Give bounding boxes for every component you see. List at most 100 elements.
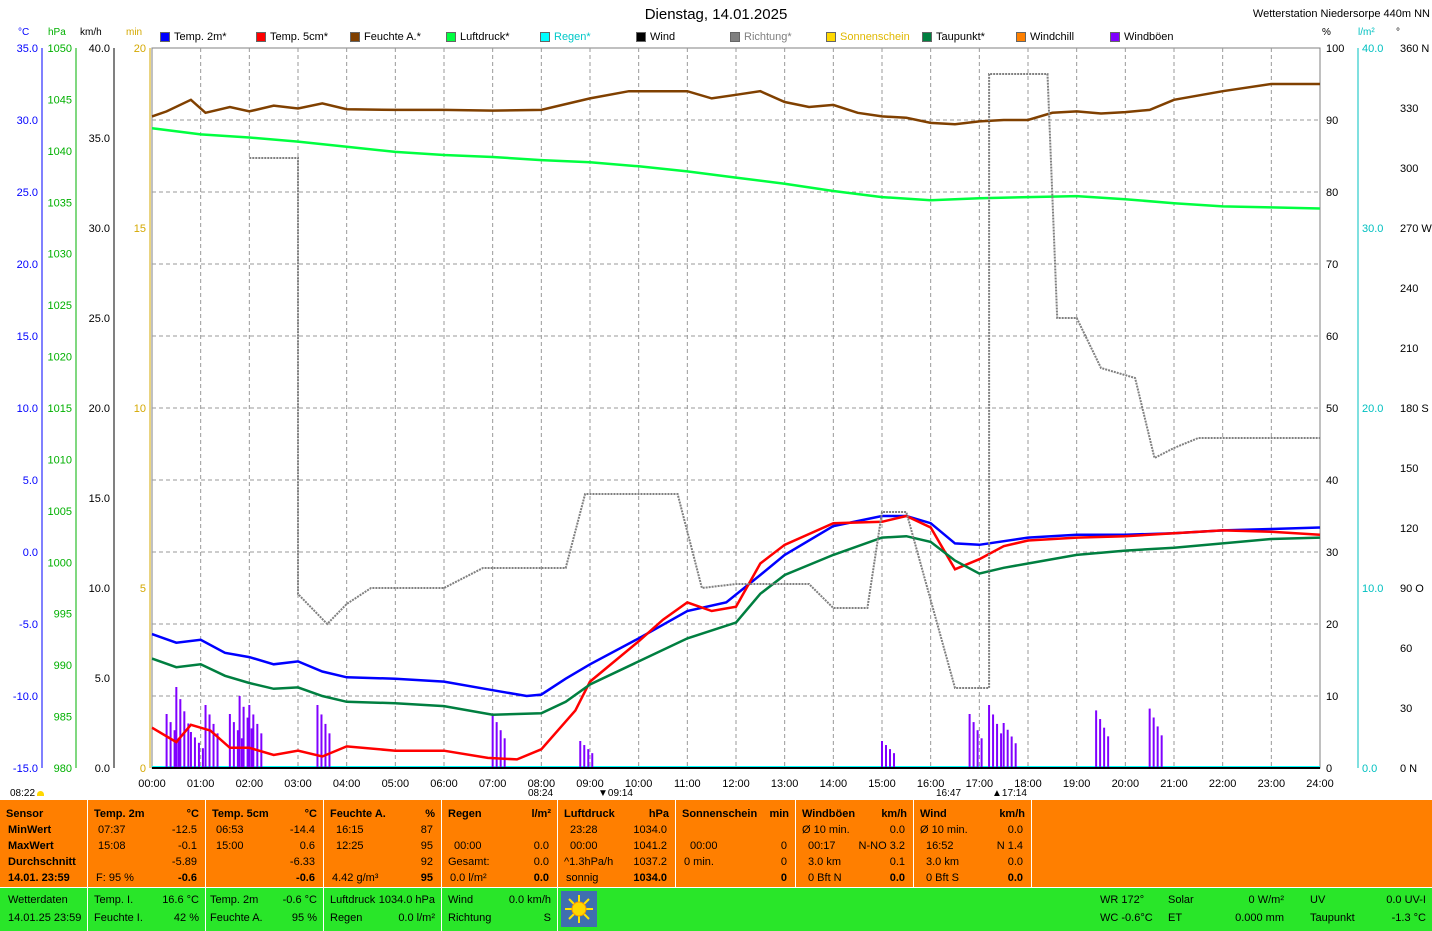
tick-direction: 180 S: [1400, 403, 1429, 415]
tick-x: 02:00: [236, 778, 264, 790]
luftdruck-cur: 1034.0: [633, 872, 667, 884]
tick-pressure: 1050: [48, 43, 72, 55]
sunrise-label: 08:22: [10, 788, 45, 799]
tick-pressure: 995: [54, 609, 72, 621]
regen-total: 0.0: [533, 856, 549, 868]
legend-swatch: [922, 32, 932, 42]
feuchte-i: 42 %: [173, 912, 199, 924]
temp5cm-avg: -6.33: [289, 856, 315, 868]
uv: 0.0 UV-I: [1386, 894, 1426, 906]
stats-sensor: Sensor MinWert MaxWert Durchschnitt 14.0…: [0, 800, 88, 887]
legend-item-6: Richtung*: [730, 31, 792, 43]
tick-x: 05:00: [382, 778, 410, 790]
tick-humidity: 50: [1326, 403, 1338, 415]
feuchte-unit: %: [425, 808, 435, 820]
luftdruck-trend: ^1.3hPa/h: [564, 856, 614, 868]
tick-temp: 20.0: [17, 259, 38, 271]
temp5cm-unit: °C: [304, 808, 317, 820]
feuchte-min-time: 16:15: [336, 824, 364, 836]
regen-head: Regen: [448, 808, 482, 820]
temp-i: 16.6 °C: [162, 894, 199, 906]
luftdruck-state: sonnig: [566, 872, 599, 884]
richtung: S: [543, 912, 551, 924]
unit-percent: %: [1322, 27, 1331, 38]
tick-sun: 0: [140, 763, 146, 775]
tick-x: 13:00: [771, 778, 799, 790]
series-temp5cm: [151, 514, 1321, 761]
stats-sonne: Sonnenschein min 00:00 0 0 min. 0 0: [676, 800, 796, 887]
luftdruck-min: 1034.0: [633, 824, 667, 836]
legend-swatch: [1110, 32, 1120, 42]
wind-max-time: 16:52: [926, 840, 954, 852]
tick-humidity: 40: [1326, 475, 1338, 487]
legend-item-0: Temp. 2m*: [160, 31, 227, 43]
legend-label: Temp. 5cm*: [270, 31, 329, 43]
stats-panel: Sensor MinWert MaxWert Durchschnitt 14.0…: [0, 800, 1432, 887]
tick-rain: 0.0: [1362, 763, 1377, 775]
legend-item-3: Luftdruck*: [446, 31, 510, 43]
stats-boeen: Windböen km/h Ø 10 min. 0.0 00:17 N-NO 3.2 …: [796, 800, 914, 887]
luftdruck-avg: 1037.2: [633, 856, 667, 868]
series-temp2m: [151, 514, 1321, 698]
tick-x: 01:00: [187, 778, 215, 790]
taupunkt-label: Taupunkt: [1310, 912, 1355, 924]
tick-pressure: 1025: [48, 300, 72, 312]
tick-sun: 5: [140, 583, 146, 595]
feuchte-a: 95 %: [291, 912, 317, 924]
tick-direction: 120: [1400, 523, 1418, 535]
solar: 0 W/m²: [1248, 894, 1284, 906]
legend-item-9: Windchill: [1016, 31, 1074, 43]
feuchte-max: 95: [420, 840, 433, 852]
boeen-bft: 0 Bft N: [808, 872, 842, 884]
regen-max-time: 00:00: [454, 840, 482, 852]
tick-pressure: 985: [54, 712, 72, 724]
legend-item-4: Regen*: [540, 31, 591, 43]
tick-temp: 35.0: [17, 43, 38, 55]
sonne-max: 0: [780, 840, 787, 852]
tick-x: 20:00: [1112, 778, 1140, 790]
tick-rain: 40.0: [1362, 43, 1383, 55]
sun-noon-label: 08:24: [528, 788, 554, 799]
temp2m-min-time: 07:37: [98, 824, 126, 836]
temp5cm-max-time: 15:00: [216, 840, 244, 852]
tick-rain: 20.0: [1362, 403, 1383, 415]
bottom-outside: Temp. 2m -0.6 °C Feuchte A. 95 %: [206, 888, 324, 931]
luftdruck: 1034.0 hPa: [378, 894, 435, 906]
tick-humidity: 0: [1326, 763, 1332, 775]
tick-sun: 20: [134, 43, 146, 55]
chart-legend: Temp. 2m* Temp. 5cm* Feuchte A.* Luftdruck*…: [0, 31, 1432, 45]
sun-day-label: ▼09:14: [598, 788, 633, 799]
boeen-head: Windböen: [802, 808, 856, 820]
tick-pressure: 1045: [48, 94, 72, 106]
unit-deg: °: [1396, 27, 1400, 38]
unit-min: min: [126, 27, 143, 38]
luftdruck-head: Luftdruck: [564, 808, 615, 820]
feuchte-avg: 92: [420, 856, 433, 868]
regen: 0.0 l/m²: [398, 912, 435, 924]
tick-temp: -10.0: [13, 691, 38, 703]
tick-temp: 30.0: [17, 115, 38, 127]
temp2m-unit: °C: [186, 808, 199, 820]
legend-label: Feuchte A.*: [364, 31, 421, 43]
station-name: Wetterstation Niedersorpe 440m NN: [1252, 8, 1430, 20]
tick-humidity: 10: [1326, 691, 1338, 703]
sensor-row-avg: Durchschnitt: [8, 856, 76, 868]
legend-item-5: Wind: [636, 31, 675, 43]
regen-rate: 0.0 l/m²: [450, 872, 487, 884]
chart-title: Dienstag, 14.01.2025: [644, 6, 788, 23]
et-label: ET: [1168, 912, 1183, 924]
temp5cm-min: -14.4: [289, 824, 315, 836]
tick-wind: 0.0: [95, 763, 110, 775]
luftdruck-unit: hPa: [648, 808, 669, 820]
legend-label: Regen*: [554, 31, 591, 43]
unit-lm2: l/m²: [1358, 27, 1375, 38]
sonne-unit: min: [769, 808, 789, 820]
tick-direction: 300: [1400, 163, 1418, 175]
et: 0.000 mm: [1235, 912, 1284, 924]
boeen-min: 0.0: [889, 824, 905, 836]
sensor-row-min: MinWert: [8, 824, 52, 836]
tick-temp: 5.0: [23, 475, 38, 487]
wind-avg: 0.0: [1007, 856, 1023, 868]
tick-pressure: 1030: [48, 249, 72, 261]
bottom-datetime: 14.01.25 23:59: [8, 912, 82, 924]
